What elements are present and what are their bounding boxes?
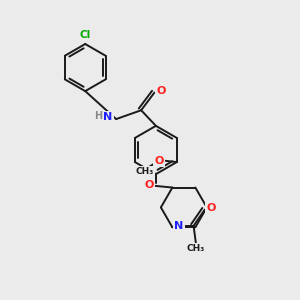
- Text: H: H: [94, 111, 103, 121]
- Text: O: O: [145, 180, 154, 190]
- Text: O: O: [154, 156, 164, 166]
- Text: CH₃: CH₃: [187, 244, 205, 253]
- Text: O: O: [207, 203, 216, 213]
- Text: N: N: [174, 221, 184, 231]
- Text: CH₃: CH₃: [135, 167, 154, 176]
- Text: N: N: [103, 112, 112, 122]
- Text: O: O: [156, 86, 166, 96]
- Text: Cl: Cl: [80, 30, 91, 40]
